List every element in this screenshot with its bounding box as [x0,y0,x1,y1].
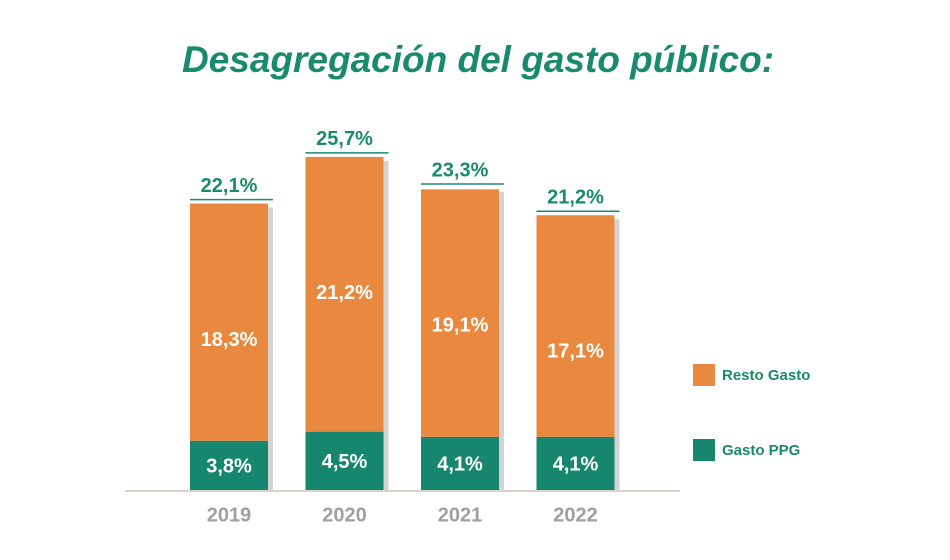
bar-segment [421,436,499,490]
value-label: 3,8% [206,456,252,478]
value-label: 19,1% [432,315,489,337]
bar-segment [190,203,268,441]
legend-swatch [693,439,715,461]
x-tick-label: 2022 [553,504,598,526]
x-tick-label: 2020 [322,504,367,526]
bar-segment [536,436,615,490]
bar-segment [305,156,384,432]
value-label: 4,1% [437,454,483,476]
legend-label: Resto Gasto [722,367,810,384]
total-label: 22,1% [201,175,258,197]
bar-segment [536,215,615,437]
chart-title: Desagregación del gasto público: [182,39,774,80]
total-label: 25,7% [316,128,373,150]
x-tick-label: 2021 [438,504,483,526]
bar-segment [421,189,499,437]
value-label: 17,1% [547,341,604,363]
bar-segment [190,440,268,490]
total-label: 21,2% [547,187,604,209]
x-tick-label: 2019 [207,504,252,526]
value-label: 4,1% [553,454,599,476]
value-label: 4,5% [322,451,368,473]
bar-segment [305,431,384,490]
legend-label: Gasto PPG [722,442,800,459]
value-label: 21,2% [316,282,373,304]
value-label: 18,3% [201,329,258,351]
legend-swatch [693,364,715,386]
total-label: 23,3% [432,159,489,181]
